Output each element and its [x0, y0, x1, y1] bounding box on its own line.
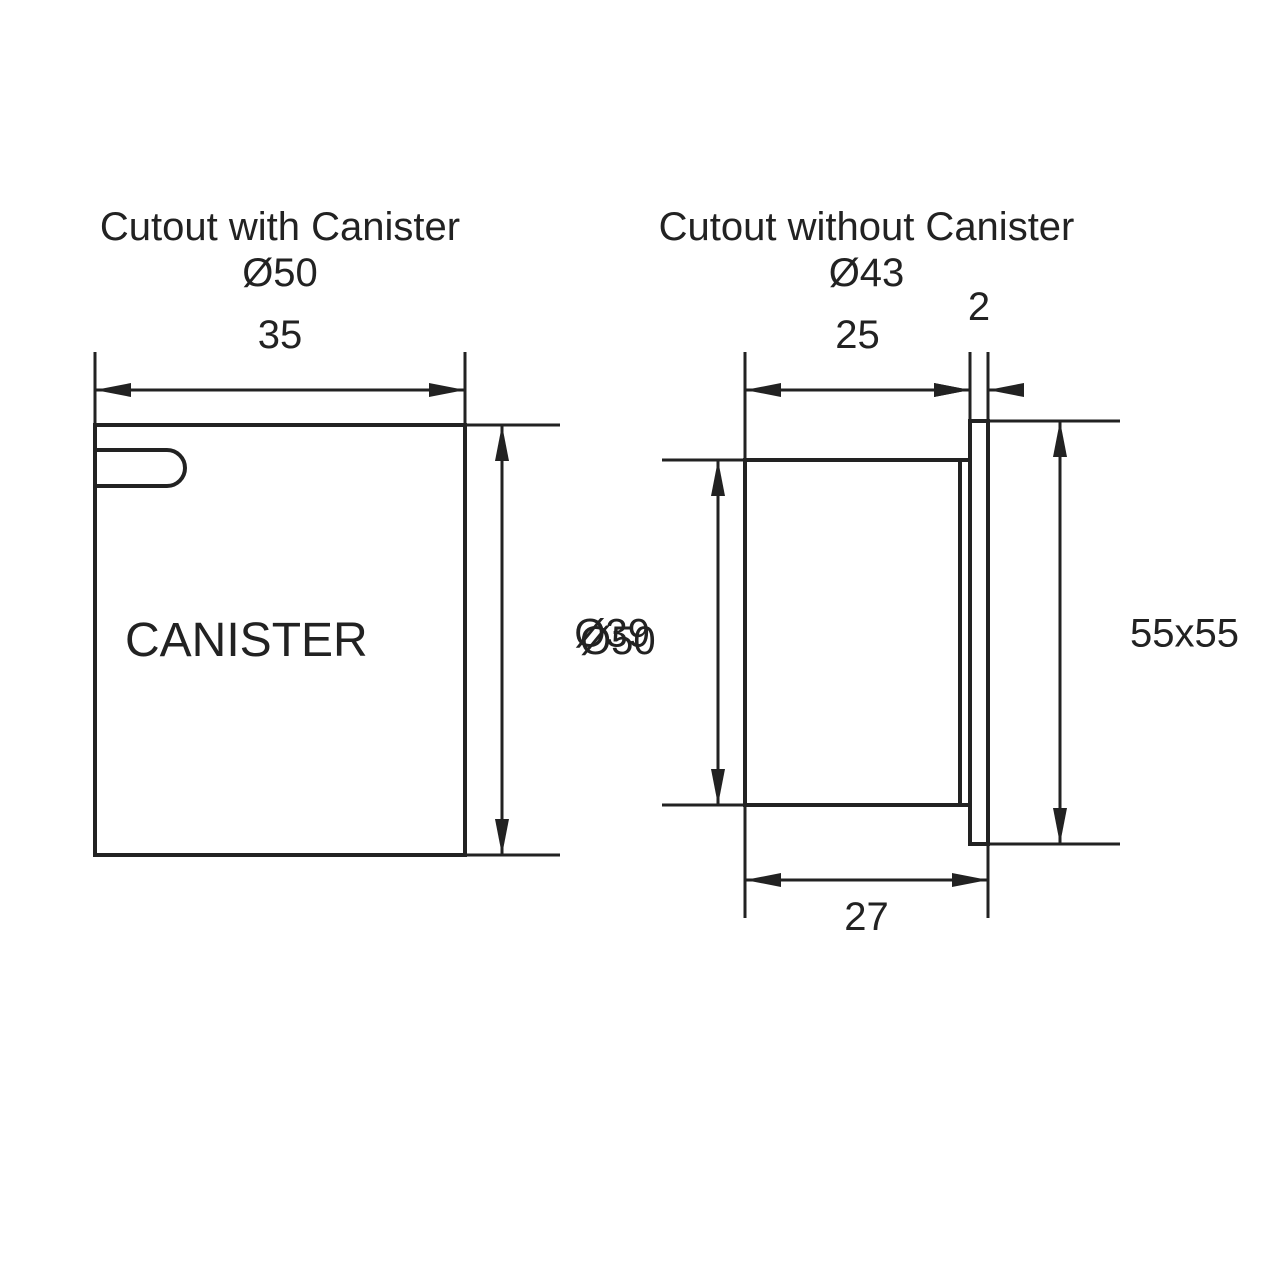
canister-label: CANISTER	[125, 614, 368, 667]
dim-right-27: 27	[844, 895, 889, 939]
dim-right-39: Ø39	[574, 612, 650, 656]
left-title-1: Cutout with Canister	[100, 205, 460, 249]
dim-left-width: 35	[258, 313, 303, 357]
right-title-2: Ø43	[829, 251, 905, 295]
dim-right-55x55: 55x55	[1130, 612, 1239, 656]
dim-right-2: 2	[968, 285, 990, 329]
dim-right-25: 25	[835, 313, 880, 357]
left-title-2: Ø50	[242, 251, 318, 295]
right-title-1: Cutout without Canister	[659, 205, 1075, 249]
